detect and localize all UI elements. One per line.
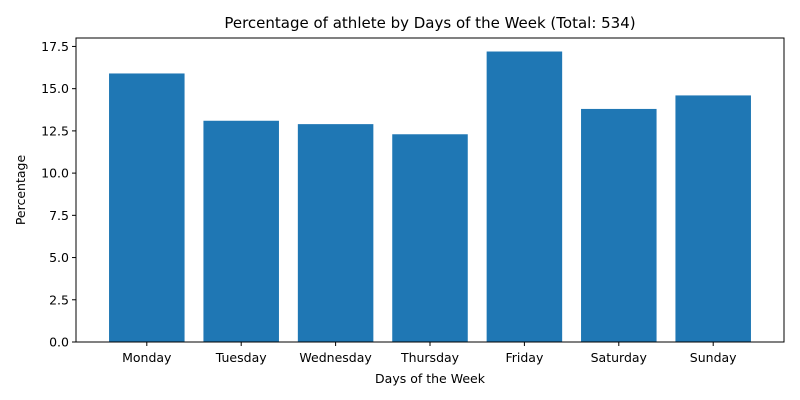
bar-thursday xyxy=(392,134,468,342)
plot-frame xyxy=(75,37,785,343)
bar-tuesday xyxy=(203,120,279,342)
y-axis-label: Percentage xyxy=(13,155,28,226)
y-tick-label: 2.5 xyxy=(49,292,69,307)
y-tick-label: 17.5 xyxy=(41,39,69,54)
x-tick-label: Sunday xyxy=(690,350,737,365)
x-tick-label: Monday xyxy=(122,350,172,365)
bar-wednesday xyxy=(297,124,374,342)
y-tick-label: 12.5 xyxy=(41,123,69,138)
y-tick-label: 5.0 xyxy=(49,250,69,265)
y-tick-label: 15.0 xyxy=(41,81,69,96)
y-tick-label: 10.0 xyxy=(41,166,69,181)
x-tick-label: Friday xyxy=(505,350,543,365)
bar-monday xyxy=(109,73,185,342)
x-tick-label: Saturday xyxy=(591,350,648,365)
bar-sunday xyxy=(675,95,751,342)
chart-title: Percentage of athlete by Days of the Wee… xyxy=(224,14,635,32)
bar-saturday xyxy=(581,108,657,342)
y-axis-ticks: 0.0 2.5 5.0 7.5 10.0 12.5 15.0 17.5 xyxy=(41,39,76,350)
y-tick-label: 7.5 xyxy=(49,208,69,223)
y-tick-label: 0.0 xyxy=(49,335,69,350)
x-axis-ticks: Monday Tuesday Wednesday Thursday Friday Satu… xyxy=(122,342,737,365)
x-tick-label: Wednesday xyxy=(299,350,372,365)
x-tick-label: Tuesday xyxy=(215,350,267,365)
bar-friday xyxy=(486,51,563,343)
x-axis-label: Days of the Week xyxy=(375,371,486,386)
x-tick-label: Thursday xyxy=(400,350,460,365)
bars-group xyxy=(109,51,751,343)
